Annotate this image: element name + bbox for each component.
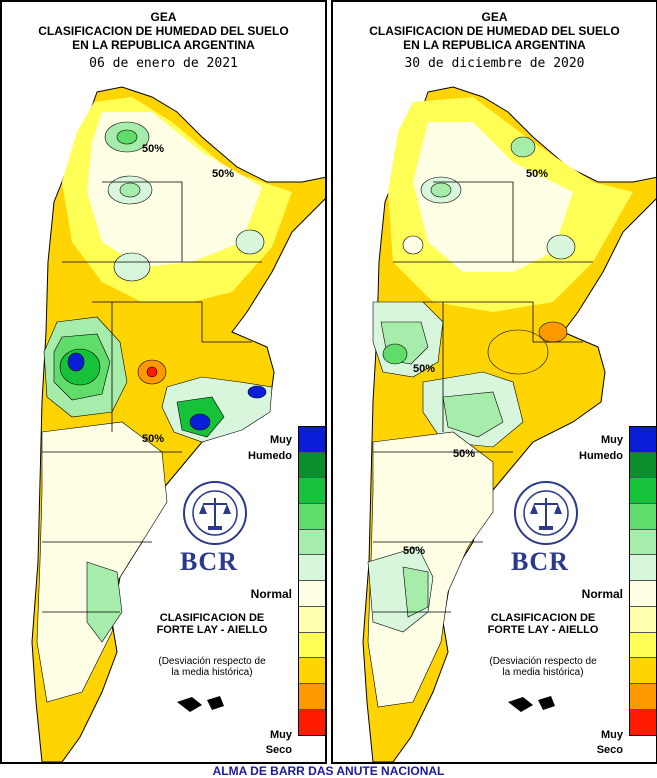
title-org: GEA xyxy=(150,10,177,24)
legend-humedo-label: Humedo xyxy=(248,450,292,462)
legend-swatch xyxy=(630,529,656,556)
legend-muy-seco-label: Muy xyxy=(601,729,623,741)
classification-title: CLASIFICACION DE FORTE LAY - AIELLO xyxy=(453,612,633,636)
legend-swatch xyxy=(630,581,656,607)
contour-label: 50% xyxy=(142,433,164,445)
legend-swatch xyxy=(630,427,656,453)
map-panel-right: GEA CLASIFICACION DE HUMEDAD DEL SUELO E… xyxy=(331,0,657,764)
title-org: GEA xyxy=(481,10,508,24)
legend-swatch xyxy=(630,709,656,736)
contour-label: 50% xyxy=(526,168,548,180)
classification-line1: CLASIFICACION DE xyxy=(490,612,596,624)
legend-swatch xyxy=(299,709,325,736)
classification-title: CLASIFICACION DE FORTE LAY - AIELLO xyxy=(122,612,302,636)
legend-swatch xyxy=(630,632,656,659)
bcr-logo: BCR xyxy=(511,547,569,576)
moisture-legend-scale xyxy=(629,426,656,737)
classification-line1: CLASIFICACION DE xyxy=(159,612,265,624)
map-date: 06 de enero de 2021 xyxy=(89,56,238,71)
legend-swatch xyxy=(630,555,656,582)
legend-swatch xyxy=(299,529,325,556)
footer-caption: ALMA DE BARR DAS ANUTE NACIONAL xyxy=(212,764,445,778)
legend-muy-label: Muy xyxy=(270,434,292,446)
deviation-line1: (Desviación respecto de xyxy=(489,656,597,667)
title-line1: CLASIFICACION DE HUMEDAD DEL SUELO xyxy=(38,24,289,38)
argentina-soil-moisture-map: 50% 50% 50% xyxy=(31,86,325,762)
deviation-note: (Desviación respecto de la media históri… xyxy=(453,656,633,678)
legend-humedo-label: Humedo xyxy=(579,450,623,462)
legend-swatch xyxy=(299,683,325,710)
bcr-seal-icon xyxy=(183,481,247,545)
legend-swatch xyxy=(630,658,656,684)
legend-swatch xyxy=(630,452,656,479)
contour-label: 50% xyxy=(453,448,475,460)
title-line2: EN LA REPUBLICA ARGENTINA xyxy=(72,38,255,52)
deviation-note: (Desviación respecto de la media históri… xyxy=(122,656,302,678)
contour-label: 50% xyxy=(142,143,164,155)
legend-seco-label: Seco xyxy=(265,744,292,756)
legend-muy-label: Muy xyxy=(601,434,623,446)
legend-normal-label: Normal xyxy=(250,587,292,601)
legend-swatch xyxy=(630,683,656,710)
bcr-seal-icon xyxy=(514,481,578,545)
classification-line2: FORTE LAY - AIELLO xyxy=(156,624,268,636)
deviation-line2: la media histórica) xyxy=(502,667,584,678)
legend-swatch xyxy=(299,632,325,659)
contour-label: 50% xyxy=(413,363,435,375)
legend-swatch xyxy=(299,452,325,479)
contour-label: 50% xyxy=(212,168,234,180)
legend-swatch xyxy=(299,658,325,684)
legend-swatch xyxy=(630,606,656,633)
argentina-soil-moisture-map: 50% 50% 50% 50% xyxy=(362,86,656,762)
moisture-legend-scale xyxy=(298,426,325,737)
legend-swatch xyxy=(630,478,656,505)
map-date: 30 de diciembre de 2020 xyxy=(404,56,585,71)
title-line2: EN LA REPUBLICA ARGENTINA xyxy=(403,38,586,52)
legend-swatch xyxy=(299,504,325,530)
contour-label: 50% xyxy=(403,545,425,557)
title-line1: CLASIFICACION DE HUMEDAD DEL SUELO xyxy=(369,24,620,38)
bcr-logo: BCR xyxy=(180,547,238,576)
legend-muy-seco-label: Muy xyxy=(270,729,292,741)
deviation-line2: la media histórica) xyxy=(171,667,253,678)
classification-line2: FORTE LAY - AIELLO xyxy=(487,624,599,636)
deviation-line1: (Desviación respecto de xyxy=(158,656,266,667)
legend-normal-label: Normal xyxy=(581,587,623,601)
legend-seco-label: Seco xyxy=(596,744,623,756)
map-panel-left: GEA CLASIFICACION DE HUMEDAD DEL SUELO E… xyxy=(0,0,327,764)
legend-swatch xyxy=(299,478,325,505)
legend-swatch xyxy=(630,504,656,530)
legend-swatch xyxy=(299,581,325,607)
legend-swatch xyxy=(299,606,325,633)
legend-swatch xyxy=(299,427,325,453)
legend-swatch xyxy=(299,555,325,582)
